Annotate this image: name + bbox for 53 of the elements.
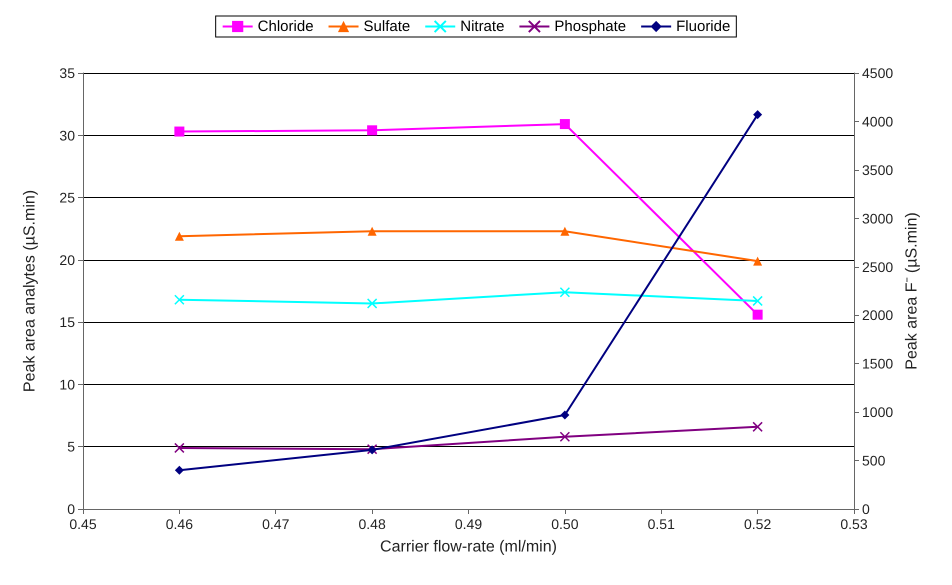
y2-tick-label: 3500 bbox=[862, 162, 894, 178]
point bbox=[752, 422, 763, 432]
y-tick-label: 0 bbox=[67, 501, 76, 517]
x-tick-label: 0.48 bbox=[358, 516, 386, 532]
x-tick-label: 0.47 bbox=[262, 516, 290, 532]
x-tick-label: 0.53 bbox=[840, 516, 868, 532]
y-tick-label: 20 bbox=[59, 252, 76, 268]
point bbox=[368, 226, 377, 236]
y2-tick-label: 4000 bbox=[862, 113, 894, 130]
point bbox=[174, 232, 184, 241]
y2-tick-label: 4500 bbox=[862, 65, 894, 81]
point bbox=[560, 119, 570, 130]
point bbox=[752, 296, 763, 306]
x-tick-label: 0.51 bbox=[648, 516, 676, 532]
y-tick-label: 15 bbox=[59, 314, 76, 330]
y2-tick-label: 2500 bbox=[862, 258, 894, 275]
y-axis-title: Peak area analytes (µS.min) bbox=[22, 190, 38, 392]
y-tick-label: 35 bbox=[59, 65, 76, 81]
x-tick-label: 0.49 bbox=[454, 516, 482, 532]
legend-label: Sulfate bbox=[364, 18, 410, 35]
y-tick-label: 30 bbox=[59, 127, 76, 144]
y-tick-label: 25 bbox=[59, 190, 76, 206]
point bbox=[366, 298, 378, 309]
point bbox=[174, 466, 184, 475]
point bbox=[560, 410, 570, 420]
y2-tick-label: 2000 bbox=[862, 307, 894, 324]
x-axis-title: Carrier flow-rate (ml/min) bbox=[380, 538, 557, 556]
y2-tick-label: 1500 bbox=[862, 356, 894, 372]
point bbox=[560, 432, 570, 442]
point bbox=[560, 226, 570, 236]
x-tick-label: 0.46 bbox=[166, 516, 194, 532]
y2-tick-label: 500 bbox=[862, 452, 886, 469]
x-tick-label: 0.45 bbox=[69, 516, 97, 532]
point bbox=[174, 294, 185, 305]
point bbox=[174, 126, 184, 137]
y2-tick-label: 3000 bbox=[862, 210, 894, 226]
x-tick-label: 0.50 bbox=[551, 516, 579, 532]
point bbox=[367, 125, 378, 136]
legend-label: Fluoride bbox=[676, 18, 730, 35]
point bbox=[753, 110, 762, 120]
point bbox=[752, 310, 763, 320]
x-tick-label: 0.52 bbox=[744, 516, 772, 532]
legend-label: Nitrate bbox=[460, 18, 504, 35]
y2-tick-label: 0 bbox=[862, 501, 870, 517]
point bbox=[753, 256, 762, 266]
legend-label: Chloride bbox=[258, 18, 314, 35]
point bbox=[560, 286, 570, 298]
legend-label: Phosphate bbox=[554, 18, 626, 35]
y2-axis-title: Peak area F⁻ (µS.min) bbox=[904, 212, 921, 370]
y-tick-label: 5 bbox=[67, 438, 76, 455]
y-tick-label: 10 bbox=[59, 376, 76, 392]
point bbox=[174, 442, 185, 454]
y2-tick-label: 1000 bbox=[862, 404, 894, 420]
